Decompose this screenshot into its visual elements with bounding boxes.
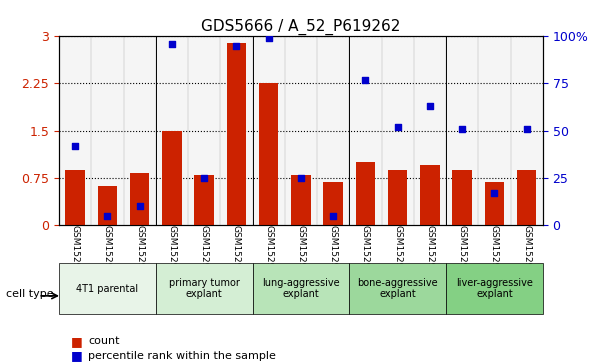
Bar [420, 165, 440, 225]
Text: GSM1529777: GSM1529777 [458, 225, 467, 286]
Text: percentile rank within the sample: percentile rank within the sample [88, 351, 276, 361]
Bar [323, 182, 343, 225]
Point [232, 43, 241, 49]
Point [135, 203, 145, 209]
Bar [517, 170, 536, 225]
Text: ■: ■ [71, 335, 83, 348]
Text: GSM1529775: GSM1529775 [393, 225, 402, 286]
Text: GSM1529767: GSM1529767 [135, 225, 144, 286]
Text: GSM1529768: GSM1529768 [168, 225, 176, 286]
Bar [162, 131, 182, 225]
Point [490, 190, 499, 196]
Text: GSM1529774: GSM1529774 [361, 225, 370, 286]
Point [329, 213, 338, 219]
Text: GSM1529769: GSM1529769 [199, 225, 209, 286]
Bar [227, 42, 246, 225]
Bar [259, 83, 278, 225]
Text: cell type: cell type [6, 289, 54, 299]
Point [199, 175, 209, 181]
Point [103, 213, 112, 219]
Bar [65, 170, 85, 225]
Text: ■: ■ [71, 349, 83, 362]
Text: lung-aggressive
explant: lung-aggressive explant [262, 278, 340, 299]
Point [70, 143, 80, 149]
Text: GSM1529773: GSM1529773 [329, 225, 337, 286]
FancyBboxPatch shape [156, 263, 253, 314]
Text: liver-aggressive
explant: liver-aggressive explant [456, 278, 533, 299]
Title: GDS5666 / A_52_P619262: GDS5666 / A_52_P619262 [201, 19, 401, 35]
Text: GSM1529772: GSM1529772 [296, 225, 306, 286]
Bar [388, 170, 407, 225]
Text: GSM1529779: GSM1529779 [522, 225, 531, 286]
Bar [291, 175, 310, 225]
FancyBboxPatch shape [446, 263, 543, 314]
Bar [98, 186, 117, 225]
Point [457, 126, 467, 132]
Point [522, 126, 532, 132]
Point [296, 175, 306, 181]
Point [264, 35, 273, 41]
Text: GSM1529765: GSM1529765 [71, 225, 80, 286]
Bar [453, 170, 472, 225]
FancyBboxPatch shape [59, 263, 156, 314]
Bar [195, 175, 214, 225]
Text: bone-aggressive
explant: bone-aggressive explant [358, 278, 438, 299]
Text: GSM1529778: GSM1529778 [490, 225, 499, 286]
Text: count: count [88, 336, 120, 346]
Point [425, 103, 435, 109]
Point [167, 41, 176, 47]
Text: primary tumor
explant: primary tumor explant [169, 278, 240, 299]
Text: GSM1529770: GSM1529770 [232, 225, 241, 286]
Bar [485, 182, 504, 225]
Text: GSM1529766: GSM1529766 [103, 225, 112, 286]
Text: GSM1529776: GSM1529776 [425, 225, 434, 286]
FancyBboxPatch shape [253, 263, 349, 314]
Point [360, 77, 370, 83]
FancyBboxPatch shape [349, 263, 446, 314]
Point [393, 124, 402, 130]
Bar [130, 174, 149, 225]
Text: GSM1529771: GSM1529771 [264, 225, 273, 286]
Text: 4T1 parental: 4T1 parental [76, 284, 139, 294]
Bar [356, 162, 375, 225]
